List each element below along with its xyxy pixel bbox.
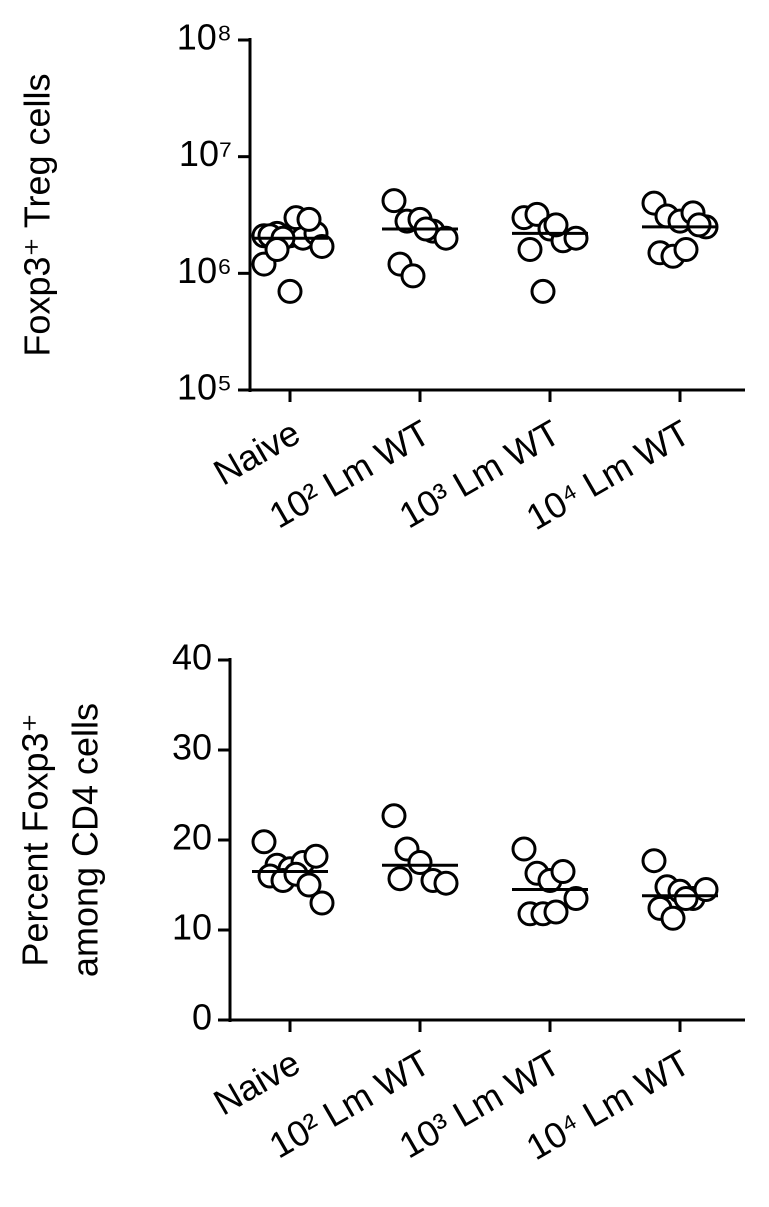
data-point [686, 212, 712, 238]
data-point [296, 872, 322, 898]
y-tick-label: 40 [172, 637, 212, 678]
data-point [660, 905, 686, 931]
data-point [400, 263, 426, 289]
data-point [407, 850, 433, 875]
data-point [251, 829, 277, 855]
data-point [387, 866, 413, 892]
data-point [517, 237, 543, 263]
data-point [511, 836, 537, 862]
data-point [543, 899, 569, 925]
data-point [381, 188, 407, 214]
data-point [563, 225, 589, 251]
data-point [563, 886, 589, 911]
y-axis-title: Foxp3⁺ Treg cells [17, 73, 58, 356]
data-point [530, 278, 556, 304]
y-tick-label: 10⁶ [177, 250, 232, 291]
data-point [673, 237, 699, 263]
x-tick-label: Naive [207, 1042, 307, 1124]
data-point [433, 870, 459, 896]
y-tick-label: 0 [192, 997, 212, 1038]
y-tick-label: 10⁸ [177, 17, 232, 58]
data-point [641, 848, 667, 874]
x-tick-label: Naive [207, 412, 307, 494]
data-point [433, 225, 459, 251]
data-point [550, 859, 576, 884]
data-point [309, 233, 335, 259]
y-axis-title: Percent Foxp3⁺ [15, 713, 56, 966]
y-axis-title: among CD4 cells [65, 703, 106, 977]
data-point [543, 212, 569, 238]
data-point [309, 890, 335, 916]
y-tick-label: 30 [172, 727, 212, 768]
data-point [673, 886, 699, 911]
data-point [296, 206, 322, 232]
y-tick-label: 10⁵ [177, 367, 232, 408]
y-tick-label: 20 [172, 817, 212, 858]
y-tick-label: 10 [172, 907, 212, 948]
data-point [303, 843, 329, 869]
data-point [381, 803, 407, 829]
data-point [264, 237, 290, 263]
data-point [277, 278, 303, 304]
y-tick-label: 10⁷ [179, 133, 232, 174]
